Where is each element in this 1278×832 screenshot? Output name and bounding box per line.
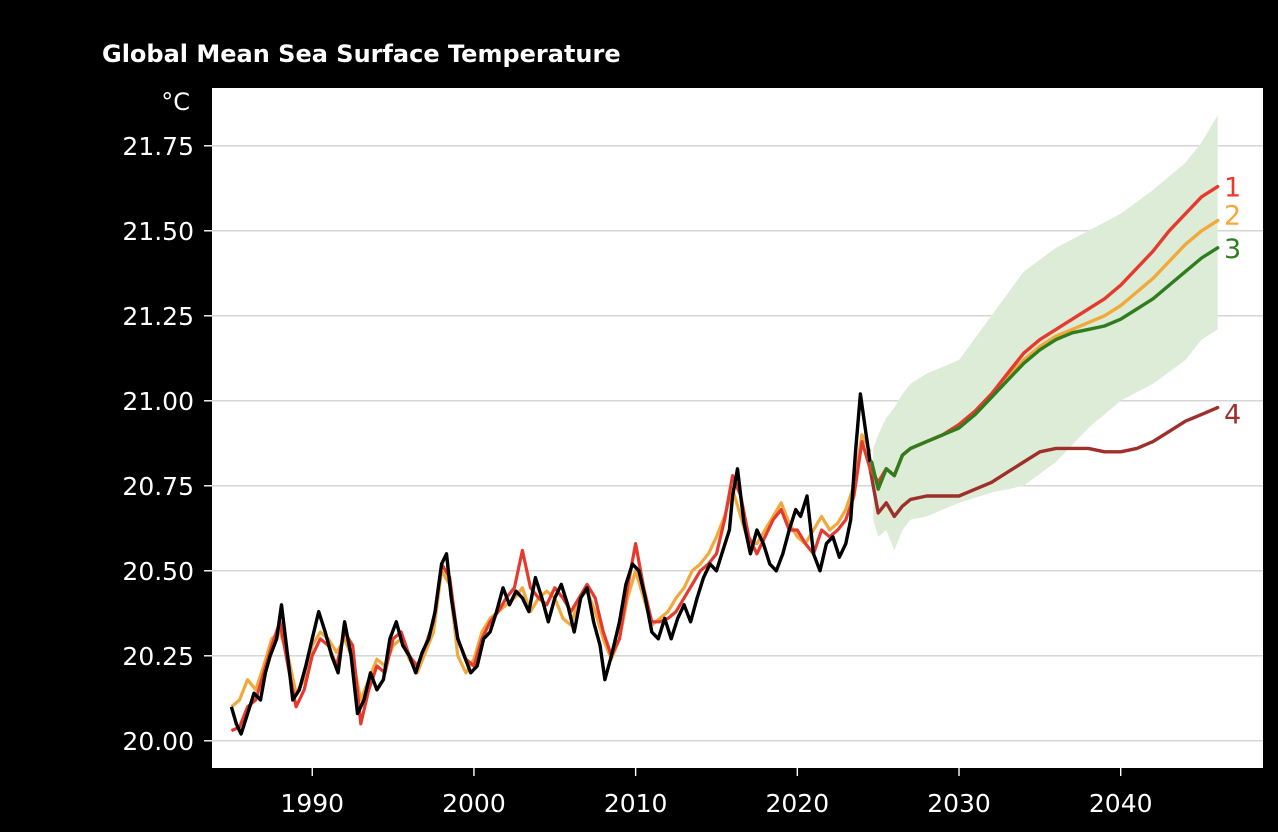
y-tick-label: 21.50	[122, 217, 194, 246]
y-tick-label: 20.25	[122, 642, 194, 671]
x-tick-label: 1990	[280, 789, 344, 818]
x-tick-label: 2020	[766, 789, 830, 818]
uncertainty-band	[873, 115, 1218, 551]
y-tick-label: 21.00	[122, 387, 194, 416]
x-axis-ticks: 1990 2000 2010 2020 2030 2040	[280, 768, 1153, 818]
x-tick-label: 2030	[927, 789, 991, 818]
series-2-label: 2	[1224, 201, 1241, 232]
x-tick-label: 2010	[604, 789, 668, 818]
y-tick-label: 20.75	[122, 472, 194, 501]
chart-title: Global Mean Sea Surface Temperature	[102, 40, 621, 68]
series-3-label: 3	[1224, 234, 1241, 265]
series-end-labels: 123 4	[1224, 173, 1241, 431]
series-3-projection-line	[870, 246, 1220, 491]
y-axis-unit-label: °C	[161, 88, 190, 116]
series-4-projection-line	[868, 405, 1220, 519]
y-tick-label: 21.25	[122, 302, 194, 331]
uncertainty-band-area	[873, 115, 1218, 551]
series-1-label: 1	[1224, 173, 1241, 204]
series-1-hindcast-line	[230, 440, 872, 733]
series-4-label: 4	[1224, 400, 1241, 431]
plot-area	[212, 88, 1263, 768]
observed-line	[229, 392, 872, 736]
x-tick-label: 2040	[1089, 789, 1153, 818]
y-axis-ticks: 20.00 20.25 20.50 20.75 21.00 21.25 21.50 21.75	[122, 132, 212, 756]
x-tick-label: 2000	[442, 789, 506, 818]
y-tick-label: 20.50	[122, 557, 194, 586]
y-tick-label: 20.00	[122, 727, 194, 756]
series-lines	[229, 184, 1220, 736]
y-tick-label: 21.75	[122, 132, 194, 161]
